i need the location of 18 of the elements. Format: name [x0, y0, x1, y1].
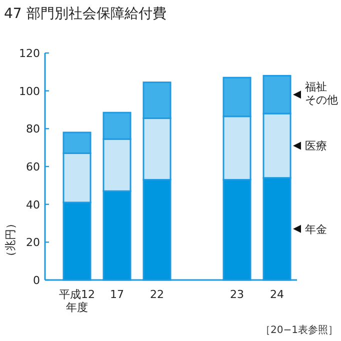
chart-title: 47 部門別社会保障給付費 — [4, 6, 166, 22]
x-tick-label: 24 — [270, 288, 284, 301]
y-tick-label: 0 — [33, 274, 40, 287]
series-label: 年金 — [305, 222, 327, 236]
y-axis-title: （兆円） — [4, 218, 17, 262]
y-tick-label: 80 — [26, 122, 40, 136]
x-tick-label: 平成12年度 — [59, 288, 95, 314]
series-label: 医療 — [305, 140, 327, 153]
text: ［20−1表参照］ — [260, 324, 338, 336]
x-tick-label: 23 — [230, 288, 244, 301]
x-tick-label: 22 — [150, 288, 164, 301]
y-tick-label: 40 — [26, 198, 40, 212]
x-tick-label: 17 — [110, 288, 124, 301]
y-tick-label: 20 — [26, 236, 40, 250]
y-tick-label: 100 — [19, 84, 40, 98]
y-tick-label: 60 — [26, 160, 40, 174]
series-label: 福祉その他 — [305, 80, 338, 107]
y-tick-label: 120 — [19, 47, 40, 60]
